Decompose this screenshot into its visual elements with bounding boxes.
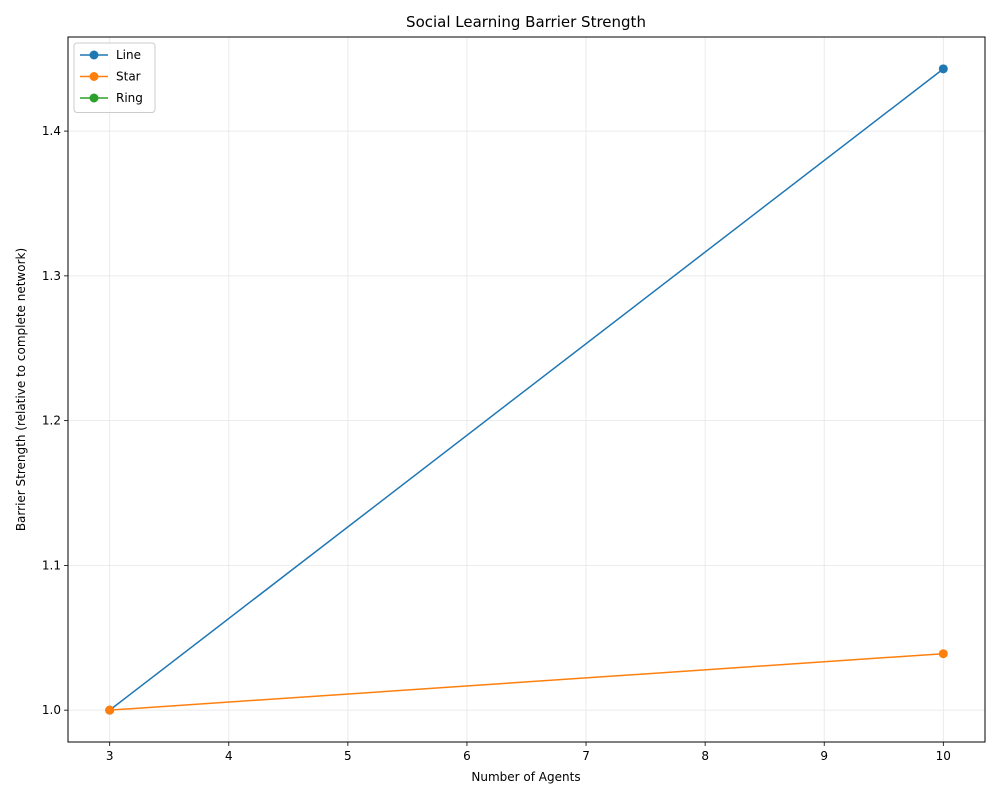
- legend: Line Star Ring: [73, 42, 156, 113]
- x-axis-label: Number of Agents: [471, 770, 580, 784]
- x-tick-label: 6: [463, 749, 471, 763]
- legend-swatch-marker: [89, 50, 99, 60]
- series-line: [105, 64, 948, 715]
- y-axis-label: Barrier Strength (relative to complete n…: [14, 248, 28, 531]
- y-tick-label: 1.4: [42, 124, 61, 138]
- grid: [68, 37, 985, 742]
- x-tick-label: 7: [582, 749, 590, 763]
- legend-label: Star: [116, 70, 141, 84]
- data-point: [938, 649, 948, 659]
- y-tick-label: 1.2: [42, 414, 61, 428]
- y-tick-label: 1.3: [42, 269, 61, 283]
- series-star: [105, 649, 948, 715]
- legend-swatch-marker: [89, 72, 99, 81]
- x-tick-label: 9: [820, 749, 828, 763]
- x-tick-label: 10: [936, 749, 951, 763]
- legend-label: Line: [116, 48, 141, 62]
- plot-frame: [67, 36, 986, 743]
- data-point: [105, 705, 115, 715]
- legend-label: Ring: [116, 91, 143, 105]
- x-tick-label: 3: [106, 749, 114, 763]
- series-line: [109, 652, 944, 711]
- series-line: [109, 68, 944, 711]
- y-tick-label: 1.0: [42, 703, 61, 717]
- chart-title: Social Learning Barrier Strength: [406, 13, 646, 31]
- legend-swatch-marker: [89, 93, 99, 103]
- x-tick-label: 4: [225, 749, 233, 763]
- y-tick-label: 1.1: [42, 558, 61, 572]
- x-tick-label: 8: [701, 749, 709, 763]
- ticks: 3 4 5 6 7 8 9 10 1.0 1.1 1.2 1.3 1.4: [42, 124, 951, 763]
- x-tick-label: 5: [344, 749, 352, 763]
- data-point: [938, 64, 948, 74]
- series-layer: [105, 64, 948, 715]
